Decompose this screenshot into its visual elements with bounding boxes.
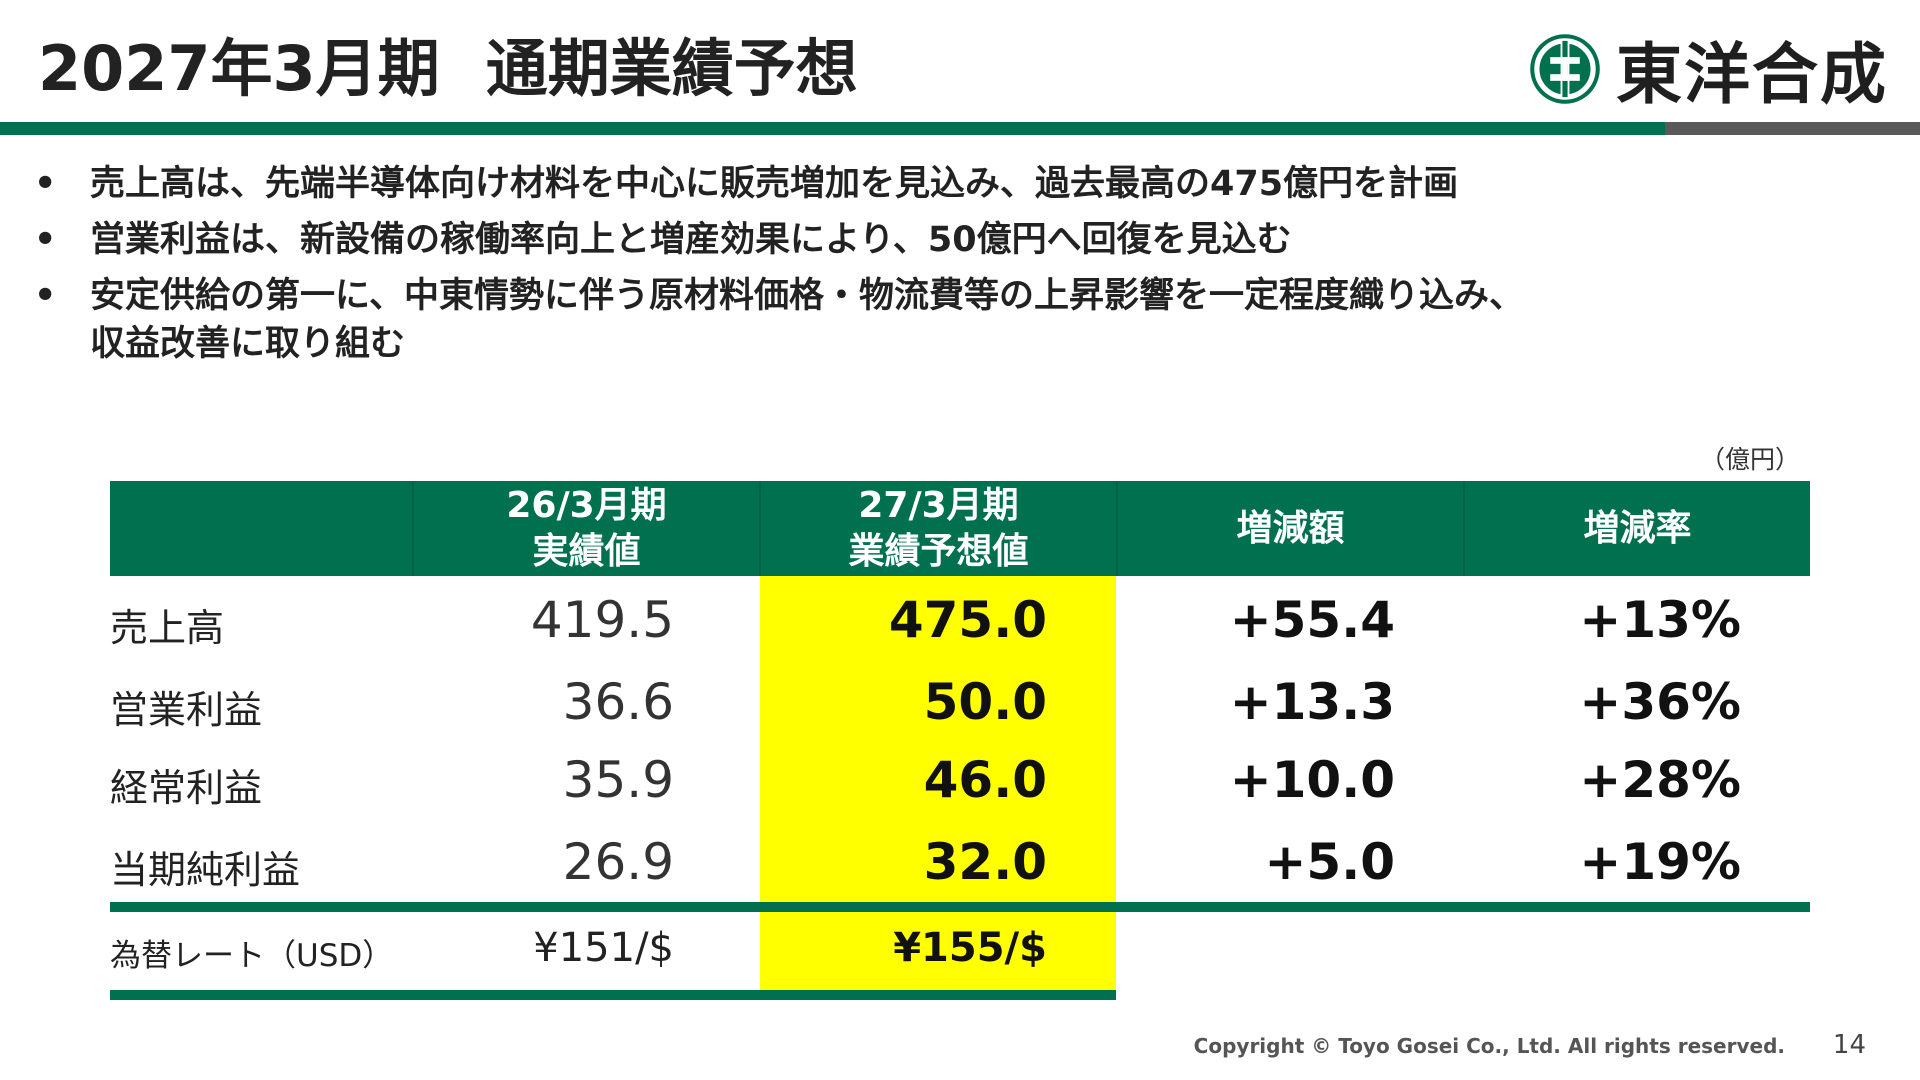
header-rule-gray (1665, 122, 1920, 135)
header-forecast: 27/3月期 業績予想値 (761, 481, 1116, 576)
cell-forecast: 46.0 (923, 751, 1047, 809)
forecast-highlight (760, 576, 1116, 990)
bullet-item: • 安定供給の第一に、中東情勢に伴う原材料価格・物流費等の上昇影響を一定程度織り… (34, 272, 1854, 368)
cell-forecast: 50.0 (923, 673, 1047, 731)
cell-actual: 419.5 (530, 591, 674, 649)
header-diff-label: 増減額 (1236, 507, 1345, 549)
cell-actual: 36.6 (562, 673, 674, 731)
column-divider (1116, 481, 1118, 576)
bullet-dot: • (34, 220, 57, 260)
header-actual-period: 26/3月期 (506, 484, 667, 526)
cell-forecast: 32.0 (923, 833, 1047, 891)
page-title-subject: 通期業績予想 (485, 32, 858, 105)
header-rate-label: 増減率 (1583, 507, 1692, 549)
company-logo: 東洋合成 (1528, 24, 1888, 114)
bullet-dot: • (34, 164, 57, 204)
bullet-item: • 営業利益は、新設備の稼働率向上と増産効果により、50億円へ回復を見込む (34, 216, 1854, 264)
unit-label: （億円） (1700, 445, 1801, 474)
bullet-item: • 売上高は、先端半導体向け材料を中心に販売増加を見込み、過去最高の475億円を… (34, 160, 1854, 208)
header-forecast-type: 業績予想値 (848, 530, 1029, 572)
bullet-text: 営業利益は、新設備の稼働率向上と増産効果により、50億円へ回復を見込む (90, 220, 1292, 260)
bullet-text-continued: 収益改善に取り組む (90, 324, 406, 364)
cell-forecast: 475.0 (888, 591, 1047, 649)
copyright-notice: Copyright © Toyo Gosei Co., Ltd. All rig… (1193, 1034, 1785, 1058)
cell-diff: +13.3 (1229, 673, 1395, 731)
page-title: 2027年3月期 通期業績予想 (38, 24, 858, 114)
cell-diff: +55.4 (1229, 591, 1395, 649)
column-divider (1463, 481, 1465, 576)
fx-forecast: ¥155/$ (893, 925, 1047, 971)
bullet-text: 安定供給の第一に、中東情勢に伴う原材料価格・物流費等の上昇影響を一定程度織り込み… (90, 276, 1524, 316)
cell-diff: +5.0 (1264, 833, 1395, 891)
column-divider (759, 481, 761, 576)
page-number: 14 (1832, 1030, 1866, 1060)
bullet-text: 売上高は、先端半導体向け材料を中心に販売増加を見込み、過去最高の475億円を計画 (90, 164, 1459, 204)
fx-actual: ¥151/$ (533, 925, 674, 971)
header-actual: 26/3月期 実績値 (414, 481, 759, 576)
bullet-dot: • (34, 276, 57, 316)
header-rate: 増減率 (1465, 481, 1810, 576)
cell-actual: 35.9 (562, 751, 674, 809)
header-diff: 増減額 (1118, 481, 1463, 576)
cell-rate: +28% (1579, 751, 1741, 809)
column-divider (412, 481, 414, 576)
header-rule-green (0, 122, 1665, 135)
row-label: 売上高 (110, 606, 225, 650)
table-header-bar (110, 481, 1810, 576)
cell-rate: +36% (1579, 673, 1741, 731)
cell-diff: +10.0 (1229, 751, 1395, 809)
cell-rate: +19% (1579, 833, 1741, 891)
cell-rate: +13% (1579, 591, 1741, 649)
page-title-period: 2027年3月期 (38, 32, 440, 105)
row-label: 営業利益 (110, 688, 263, 732)
toyo-gosei-logo-icon (1530, 34, 1600, 104)
row-label: 当期純利益 (110, 848, 301, 892)
header-actual-type: 実績値 (532, 530, 641, 572)
header-forecast-period: 27/3月期 (858, 484, 1019, 526)
logo-text: 東洋合成 (1616, 36, 1888, 113)
summary-bullets: • 売上高は、先端半導体向け材料を中心に販売増加を見込み、過去最高の475億円を… (34, 160, 1854, 376)
table-bottom-rule (110, 990, 1116, 1000)
fx-label: 為替レート（USD） (110, 938, 394, 974)
cell-actual: 26.9 (562, 833, 674, 891)
table-divider-rule (110, 902, 1810, 912)
row-label: 経常利益 (110, 766, 263, 810)
